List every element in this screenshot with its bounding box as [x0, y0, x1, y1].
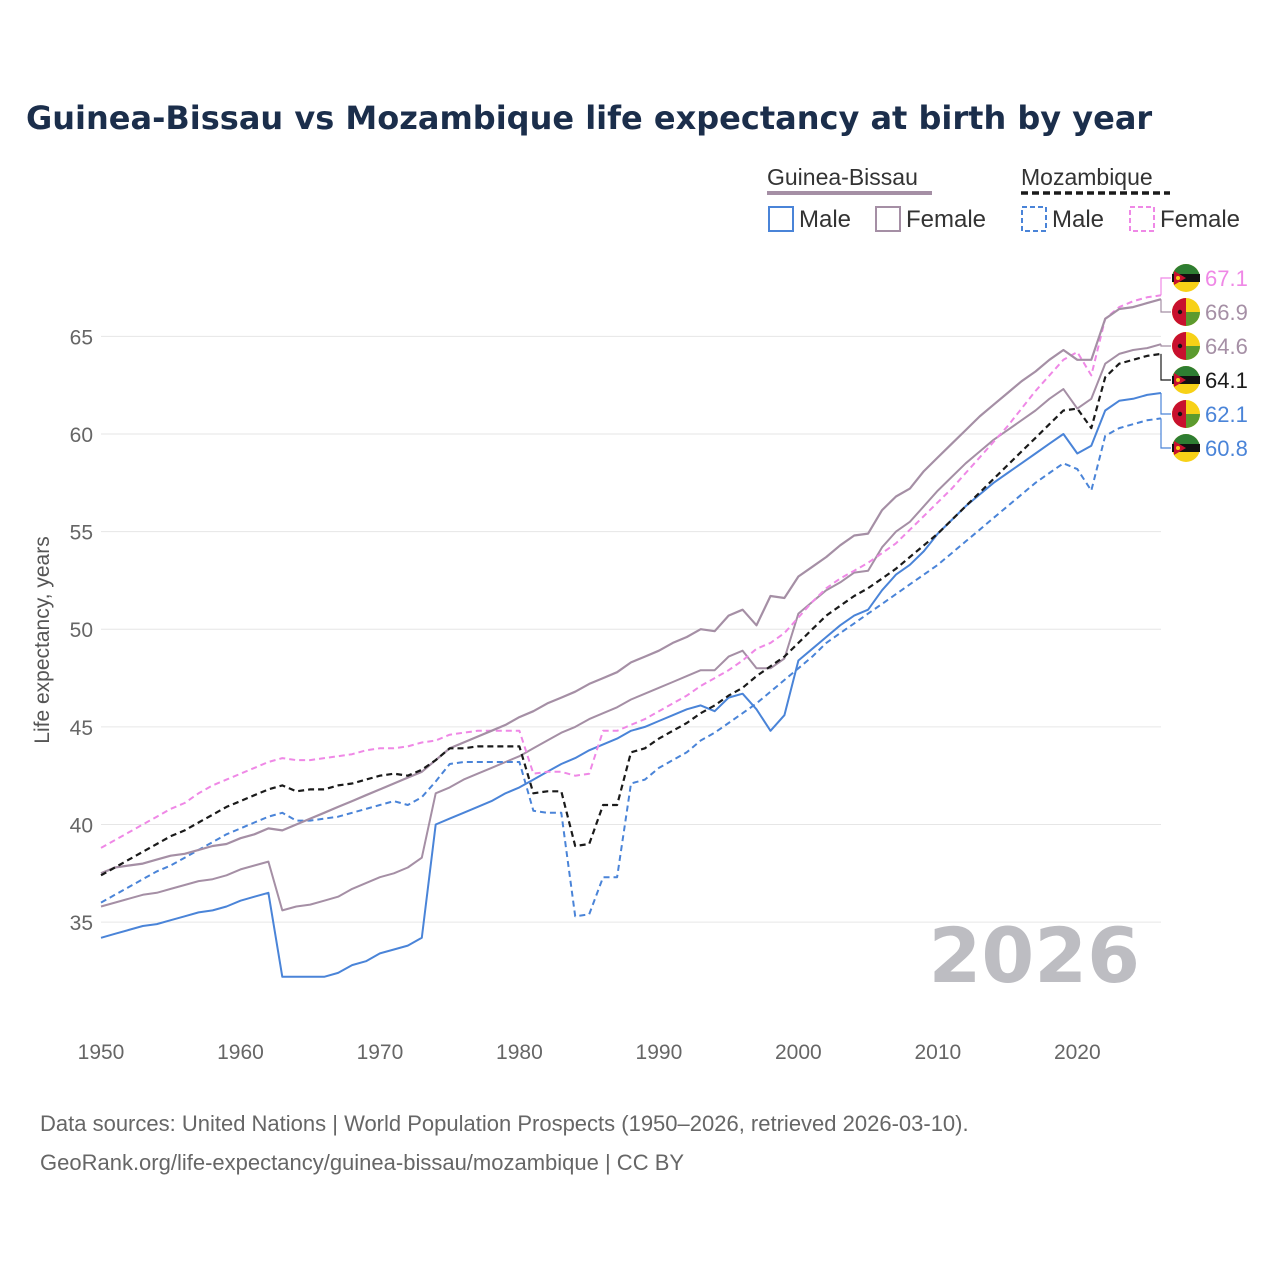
end-label-value: 67.1	[1205, 266, 1248, 291]
series-line-mozambique-female	[100, 294, 1162, 849]
source-line-1: Data sources: United Nations | World Pop…	[40, 1111, 969, 1136]
x-tick-label: 1980	[496, 1041, 543, 1064]
legend-swatch-gb-male	[768, 206, 794, 232]
legend-label-mz-male: Male	[1052, 206, 1104, 233]
flag-icon	[1172, 400, 1200, 428]
end-label-connector	[1160, 277, 1171, 296]
year-watermark: 2026	[928, 911, 1140, 1000]
y-tick-label: 60	[70, 424, 93, 447]
legend-swatch-gb-female	[875, 206, 901, 232]
legend-label-gb-male: Male	[799, 206, 851, 233]
gridlines	[101, 335, 1161, 923]
legend-group-mozambique: Mozambique	[1021, 164, 1153, 190]
end-label-value: 64.6	[1205, 334, 1248, 359]
y-axis-ticks: 35 40 45 50 55 60 65	[70, 326, 93, 935]
flag-icon	[1172, 366, 1200, 394]
x-tick-label: 1950	[78, 1041, 125, 1064]
series-line-guinea-bissau	[100, 298, 1162, 875]
series-lines	[100, 294, 1162, 978]
x-tick-label: 1970	[357, 1041, 404, 1064]
flag-icon	[1172, 332, 1200, 360]
series-line-mozambique	[100, 352, 1162, 877]
end-label-value: 60.8	[1205, 436, 1248, 461]
legend-label-gb-female: Female	[906, 206, 986, 233]
legend-swatch-mz-female	[1129, 206, 1155, 232]
x-tick-label: 2020	[1054, 1041, 1101, 1064]
flag-icon	[1172, 264, 1200, 292]
y-tick-label: 45	[70, 717, 93, 740]
y-tick-label: 40	[70, 815, 93, 838]
x-axis-ticks: 1950 1960 1970 1980 1990 2000 2010 2020	[78, 1041, 1101, 1064]
x-tick-label: 1990	[636, 1041, 683, 1064]
x-tick-label: 2000	[775, 1041, 822, 1064]
x-tick-label: 1960	[217, 1041, 264, 1064]
end-label-connector	[1160, 299, 1171, 313]
legend: Guinea-Bissau Mozambique Male Female Mal…	[767, 164, 1240, 233]
end-label-value: 62.1	[1205, 402, 1248, 427]
end-label-value: 64.1	[1205, 368, 1248, 393]
legend-swatch-mz-male	[1021, 206, 1047, 232]
end-label-connector	[1160, 393, 1171, 415]
legend-label-mz-female: Female	[1160, 206, 1240, 233]
flag-icon	[1172, 298, 1200, 326]
x-tick-label: 2010	[914, 1041, 961, 1064]
series-line-mozambique-male	[100, 417, 1162, 918]
series-line-guinea-bissau-female	[100, 343, 1162, 912]
y-tick-label: 35	[70, 912, 93, 935]
end-label-connector	[1160, 418, 1171, 449]
legend-group-guinea-bissau: Guinea-Bissau	[767, 164, 918, 190]
end-labels: 67.1 66.9 64.6 64.1 62.1 60.8	[1160, 264, 1248, 462]
end-label-connector	[1160, 344, 1171, 347]
end-label-value: 66.9	[1205, 300, 1248, 325]
end-label-connector	[1160, 353, 1171, 381]
y-tick-label: 65	[70, 326, 93, 349]
series-line-guinea-bissau-male	[100, 392, 1162, 978]
source-line-2: GeoRank.org/life-expectancy/guinea-bissa…	[40, 1150, 684, 1175]
y-tick-label: 50	[70, 619, 93, 642]
flag-icon	[1172, 434, 1200, 462]
y-axis-label: Life expectancy, years	[31, 536, 54, 743]
chart-title: Guinea-Bissau vs Mozambique life expecta…	[26, 99, 1152, 137]
y-tick-label: 55	[70, 522, 93, 545]
